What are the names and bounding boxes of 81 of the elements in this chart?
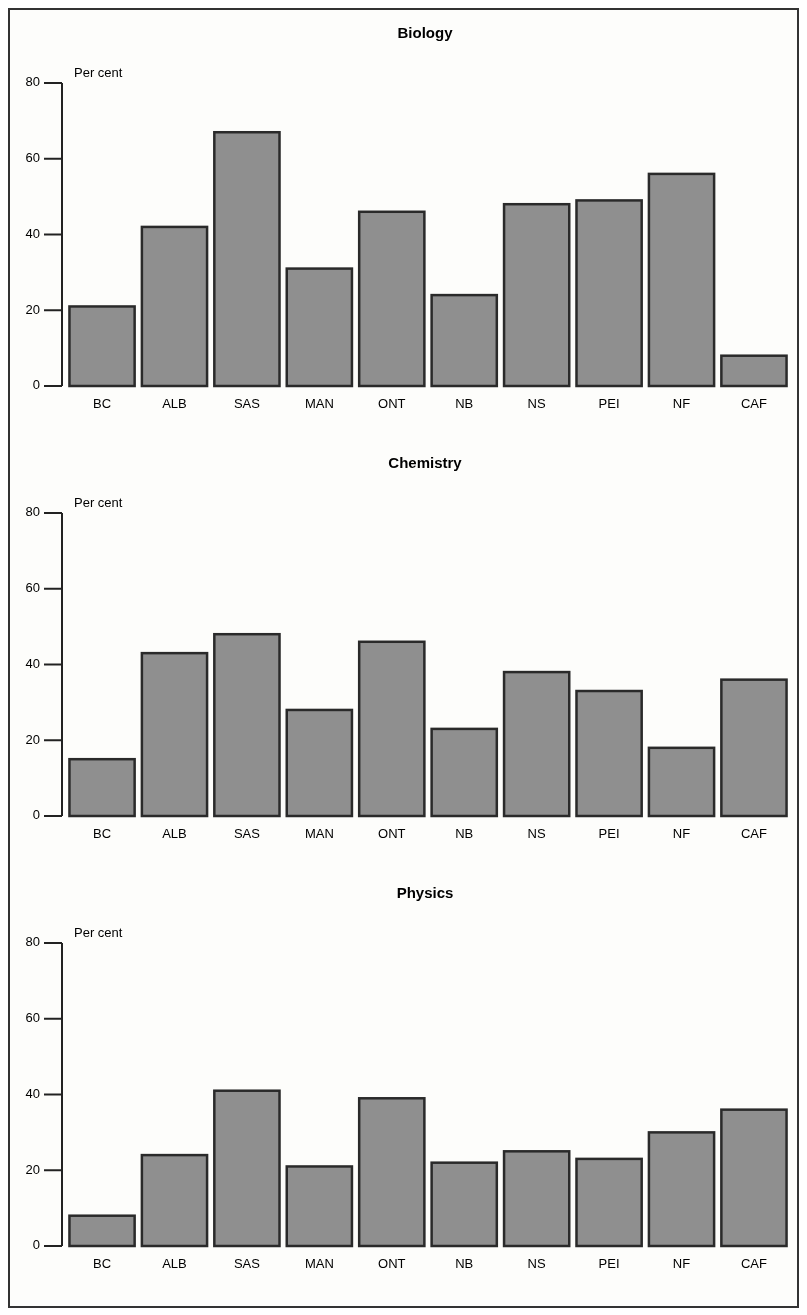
x-tick-label: PEI [598, 826, 620, 841]
x-tick-label: CAF [740, 396, 768, 411]
x-tick-label: CAF [740, 1256, 768, 1271]
bar [140, 1153, 209, 1248]
bar [68, 757, 136, 818]
x-tick-label: ALB [162, 396, 187, 411]
y-tick-label: 80 [25, 74, 40, 90]
x-tick-label: NS [527, 1256, 547, 1271]
y-axis-title: Per cent [74, 65, 123, 80]
bar [213, 1089, 281, 1248]
bar [502, 670, 571, 818]
bar [213, 632, 281, 818]
chart-title: Chemistry [388, 454, 463, 471]
y-axis-title: Per cent [74, 495, 123, 510]
bar [285, 267, 354, 388]
x-tick-label: NF [672, 826, 691, 841]
x-tick-label: NB [455, 826, 474, 841]
bar [357, 1097, 426, 1248]
x-tick-label: ONT [378, 396, 406, 411]
bar [430, 293, 499, 388]
bar [647, 746, 716, 818]
y-tick-label: 20 [25, 301, 40, 317]
x-tick-label: ONT [378, 826, 406, 841]
y-tick-label: 40 [25, 225, 40, 241]
x-tick-label: BC [93, 1256, 112, 1271]
y-tick-label: 0 [32, 1237, 40, 1253]
x-tick-label: BC [93, 826, 112, 841]
y-tick-label: 80 [25, 504, 40, 520]
y-tick-label: 60 [25, 150, 40, 166]
x-tick-label: NS [527, 826, 547, 841]
bar [720, 678, 788, 818]
bar [575, 1157, 643, 1248]
y-tick-label: 80 [25, 934, 40, 950]
bar [357, 640, 426, 818]
bar [575, 199, 643, 388]
x-tick-label: ONT [378, 1256, 406, 1271]
y-tick-label: 0 [32, 807, 40, 823]
x-tick-label: NF [672, 396, 691, 411]
x-tick-label: MAN [304, 826, 334, 841]
y-axis-title: Per cent [74, 925, 123, 940]
bar [213, 130, 281, 388]
bar [720, 354, 788, 388]
bar [285, 708, 354, 818]
bar [68, 1214, 136, 1248]
bar [502, 1150, 571, 1248]
chart-title: Physics [396, 884, 454, 901]
bar [720, 1108, 788, 1248]
bar [68, 305, 136, 388]
y-tick-label: 20 [25, 731, 40, 747]
x-tick-label: NB [455, 1256, 474, 1271]
x-tick-label: ALB [162, 826, 187, 841]
bar [357, 210, 426, 388]
bar [647, 172, 716, 388]
bar [140, 225, 209, 388]
y-tick-label: 40 [25, 655, 40, 671]
x-tick-label: CAF [740, 826, 768, 841]
x-tick-label: SAS [233, 396, 261, 411]
x-tick-label: PEI [598, 396, 620, 411]
y-tick-label: 40 [25, 1085, 40, 1101]
bar [502, 202, 571, 388]
x-tick-label: NF [672, 1256, 691, 1271]
bar [647, 1131, 716, 1248]
y-tick-label: 0 [32, 377, 40, 393]
bar [285, 1165, 354, 1248]
bar [575, 689, 643, 818]
x-tick-label: MAN [304, 1256, 334, 1271]
x-tick-label: MAN [304, 396, 334, 411]
x-tick-label: PEI [598, 1256, 620, 1271]
y-tick-label: 60 [25, 580, 40, 596]
chart-title: Biology [397, 24, 454, 41]
bar [140, 651, 209, 818]
x-tick-label: SAS [233, 826, 261, 841]
y-tick-label: 60 [25, 1010, 40, 1026]
x-tick-label: NB [455, 396, 474, 411]
x-tick-label: SAS [233, 1256, 261, 1271]
x-tick-label: BC [93, 396, 112, 411]
x-tick-label: ALB [162, 1256, 187, 1271]
x-tick-label: NS [527, 396, 547, 411]
y-tick-label: 20 [25, 1161, 40, 1177]
bar [430, 1161, 499, 1248]
bar [430, 727, 499, 818]
